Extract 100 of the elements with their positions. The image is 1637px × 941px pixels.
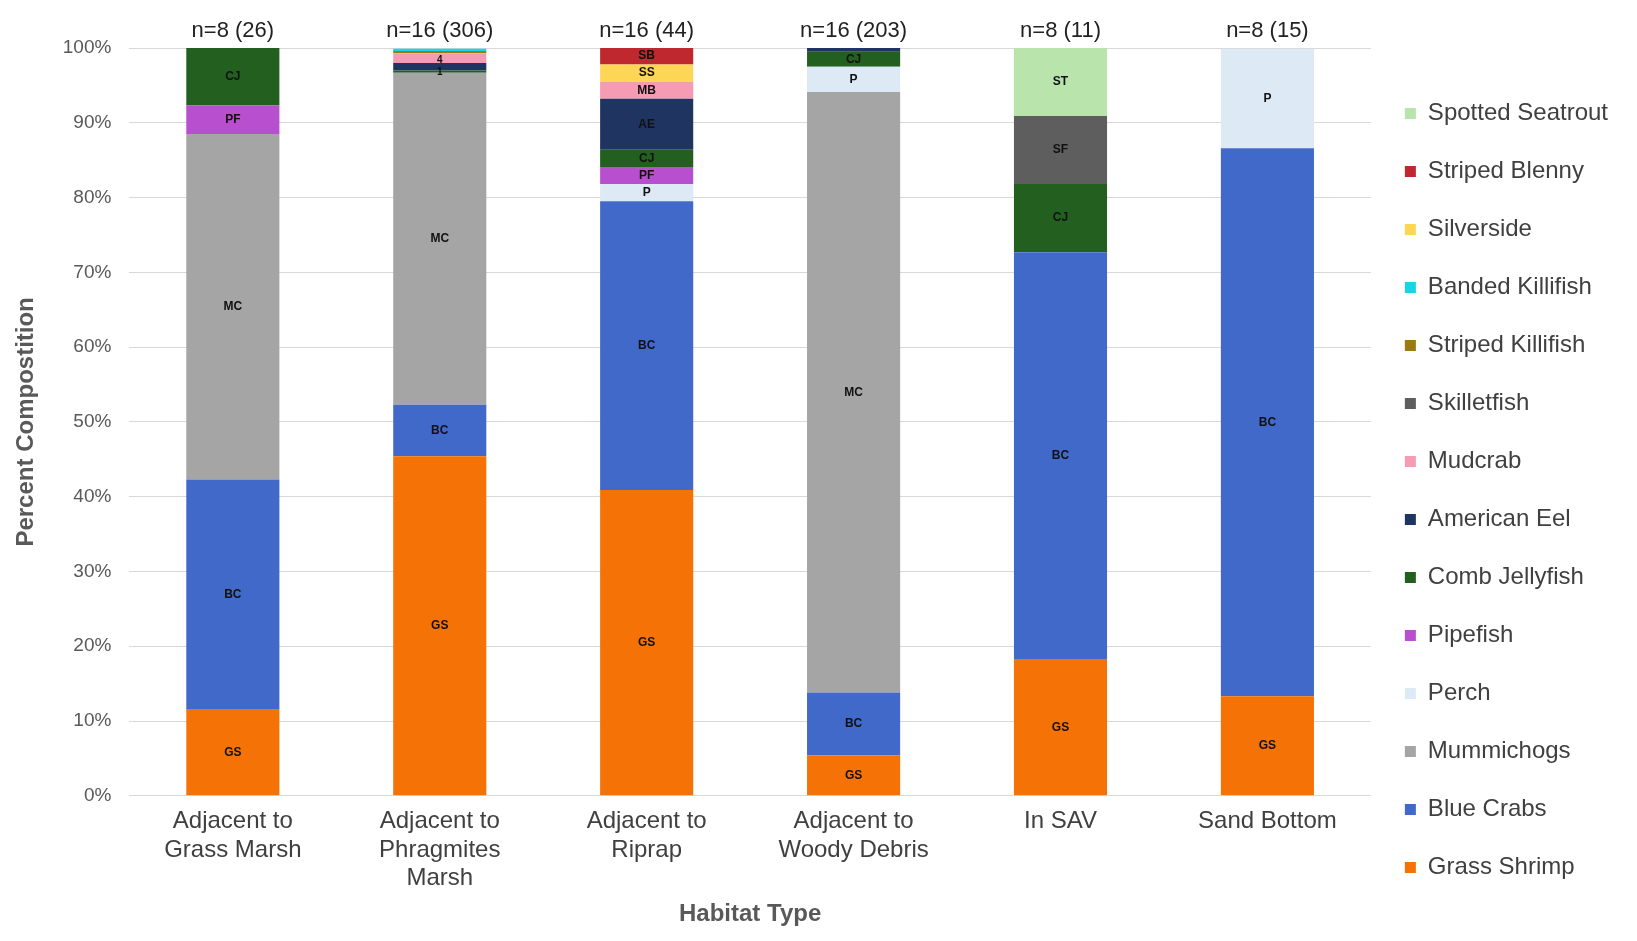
y-tick-label: 90%	[73, 111, 112, 133]
x-axis-title: Habitat Type	[679, 899, 822, 927]
bar	[807, 66, 901, 93]
y-tick-label: 100%	[62, 36, 112, 58]
annotation: 1	[436, 65, 443, 77]
legend-label: Banded Killifish	[1427, 272, 1592, 300]
bar	[1013, 184, 1108, 253]
legend-label: Striped Killifish	[1427, 330, 1586, 358]
data-label: BC	[1258, 414, 1277, 429]
bar	[807, 692, 901, 756]
data-label: GS	[1258, 738, 1277, 753]
y-tick-label: 70%	[73, 260, 112, 282]
legend-label: Mudcrab	[1427, 446, 1522, 474]
bar	[600, 489, 694, 796]
bar	[186, 709, 280, 796]
legend-label: Striped Blenny	[1427, 156, 1584, 184]
data-label: GS	[224, 744, 242, 759]
legend-label: Blue Crabs	[1427, 794, 1547, 822]
y-tick-label: 0%	[83, 784, 112, 806]
bar	[186, 105, 280, 134]
data-label: PF	[639, 167, 655, 182]
data-label: BC	[224, 586, 242, 601]
bar	[1220, 696, 1314, 796]
legend-label: Perch	[1427, 678, 1491, 706]
y-tick-label: 20%	[73, 634, 112, 656]
bar	[1013, 659, 1108, 796]
data-label: SS	[638, 65, 655, 80]
legend-label: Grass Shrimp	[1427, 852, 1575, 880]
annotation: n=8 (11)	[1020, 17, 1101, 43]
bar	[393, 456, 487, 796]
data-label: BC	[638, 337, 656, 352]
x-tick-label: Adjacent to Grass Marsh	[164, 805, 302, 862]
data-label: P	[642, 185, 651, 200]
legend-label: Pipefish	[1427, 620, 1514, 648]
annotation: n=8 (26)	[191, 17, 275, 43]
bar	[600, 184, 694, 202]
bar	[600, 149, 694, 167]
bar	[1013, 252, 1108, 660]
bar	[807, 51, 901, 67]
bar	[186, 134, 280, 480]
y-tick-label: 10%	[73, 709, 112, 731]
legend-label: American Eel	[1427, 504, 1571, 532]
data-label: MC	[430, 231, 450, 245]
x-tick-label: Adjacent to Riprap	[586, 805, 707, 862]
bar	[600, 166, 694, 185]
y-tick-label: 60%	[73, 335, 112, 357]
legend-label: Mummichogs	[1427, 736, 1571, 764]
data-label: SB	[638, 48, 656, 63]
data-label: GS	[638, 634, 656, 649]
data-label: AE	[638, 116, 656, 131]
data-label: CJ	[1052, 210, 1069, 225]
legend-label: Spotted Seatrout	[1427, 98, 1609, 126]
y-axis-title: Percent Compostition	[11, 297, 39, 547]
data-label: P	[849, 71, 858, 86]
annotation: n=16 (44)	[599, 17, 695, 43]
bar	[1220, 48, 1314, 149]
bar	[807, 755, 901, 796]
legend-label: Skilletfish	[1427, 388, 1530, 416]
data-label: CJ	[639, 150, 655, 165]
bar	[1013, 116, 1108, 185]
data-label: BC	[844, 716, 863, 731]
y-tick-label: 80%	[73, 185, 112, 207]
bar	[807, 92, 901, 693]
bar	[600, 98, 694, 150]
y-tick-label: 30%	[73, 559, 112, 581]
data-label: SF	[1052, 142, 1069, 157]
bar	[600, 81, 694, 99]
data-label: MB	[637, 82, 657, 97]
annotation: n=8 (15)	[1226, 17, 1309, 43]
data-label: P	[1263, 90, 1272, 105]
bar	[600, 64, 694, 82]
data-label: BC	[431, 422, 449, 437]
bar	[600, 201, 694, 490]
legend-label: Comb Jellyfish	[1427, 562, 1584, 590]
data-label: ST	[1052, 74, 1069, 89]
data-label: GS	[844, 767, 863, 782]
bar	[600, 48, 694, 65]
data-label: CJ	[225, 69, 241, 84]
x-tick-label: Adjacent to Phragmites Marsh	[379, 805, 501, 891]
annotation: n=16 (203)	[800, 17, 908, 43]
x-tick-label: Adjacent to Woody Debris	[778, 805, 929, 862]
annotation: n=16 (306)	[386, 17, 494, 43]
annotation: 4	[436, 53, 443, 65]
y-tick-label: 40%	[73, 484, 112, 506]
data-label: MC	[223, 299, 243, 314]
data-label: GS	[431, 618, 449, 633]
bar	[807, 48, 901, 52]
data-label: GS	[1051, 719, 1070, 734]
data-label: BC	[1051, 448, 1070, 463]
data-label: PF	[225, 112, 241, 127]
bar	[1013, 48, 1108, 117]
y-tick-label: 50%	[73, 410, 112, 432]
bar	[393, 404, 487, 457]
data-label: MC	[844, 384, 864, 399]
legend-label: Silverside	[1427, 214, 1532, 242]
bar	[186, 48, 280, 106]
bar	[1220, 148, 1314, 697]
bar	[393, 53, 487, 63]
x-tick-label: In SAV	[1024, 805, 1097, 833]
bar	[186, 479, 280, 710]
